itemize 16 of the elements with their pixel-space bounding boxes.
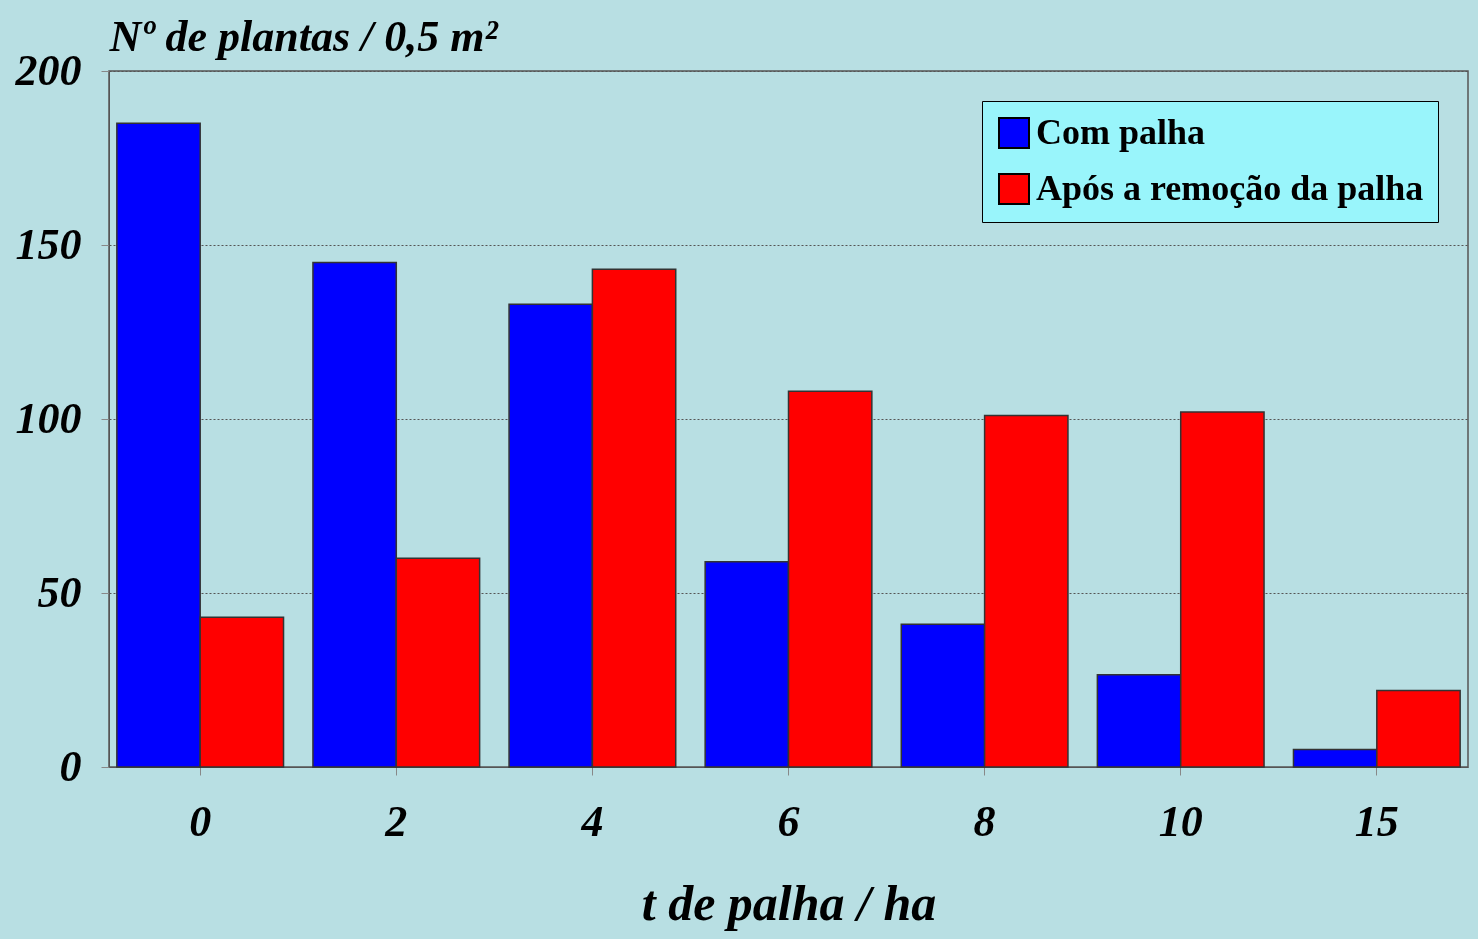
y-tick-label: 50 xyxy=(37,567,82,617)
x-tick-label: 4 xyxy=(580,796,604,846)
x-tick-label: 15 xyxy=(1354,796,1399,846)
y-tick-label: 0 xyxy=(59,741,82,791)
y-tick-label: 200 xyxy=(14,45,82,95)
y-axis-title: Nº de plantas / 0,5 m² xyxy=(108,11,499,61)
x-tick-label: 8 xyxy=(973,796,996,846)
x-tick-label: 2 xyxy=(384,796,408,846)
x-tick-label: 10 xyxy=(1158,796,1203,846)
y-tick-label: 100 xyxy=(15,393,82,443)
x-tick-label: 0 xyxy=(189,796,212,846)
legend-label: Após a remoção da palha xyxy=(1036,168,1424,208)
x-tick-label: 6 xyxy=(777,796,800,846)
x-axis-title: t de palha / ha xyxy=(641,874,937,931)
legend-label: Com palha xyxy=(1036,112,1206,152)
y-tick-label: 150 xyxy=(15,219,82,269)
